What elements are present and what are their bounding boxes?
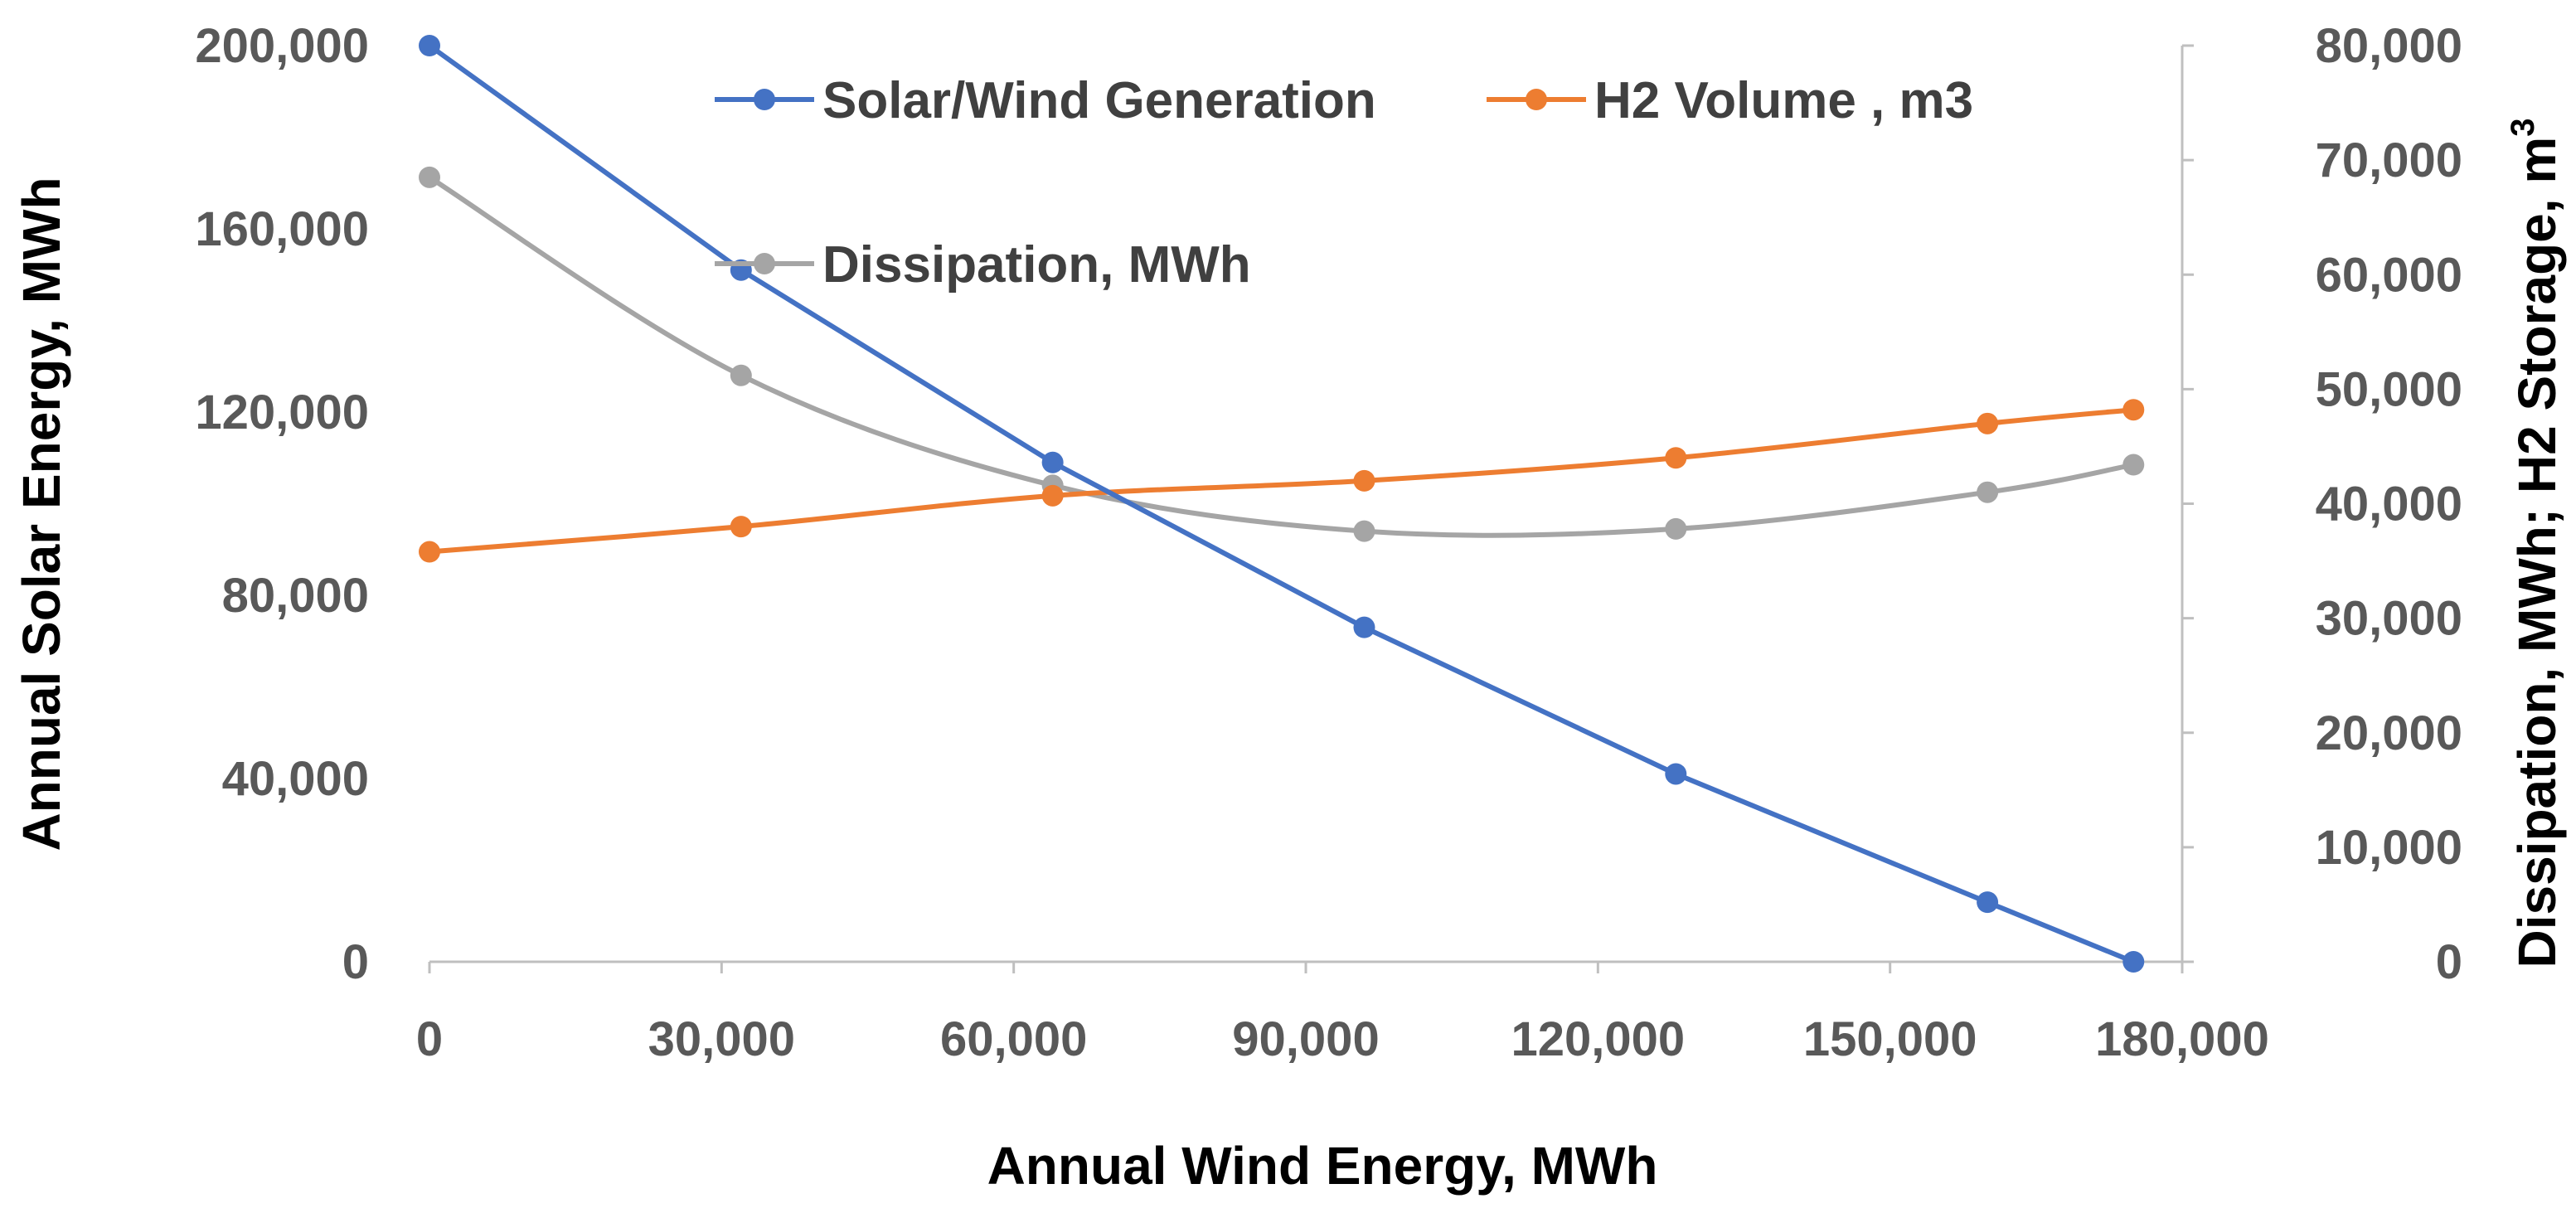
right-y-axis-title-text: Dissipation, MWh; H2 Storage, m: [2507, 137, 2567, 968]
data-point: [419, 541, 440, 563]
right-y-tick-label: 50,000: [2316, 362, 2462, 416]
x-axis-title: Annual Wind Energy, MWh: [987, 1136, 1658, 1196]
series-line: [428, 175, 2134, 538]
data-point: [1665, 763, 1687, 785]
left-y-tick-label: 80,000: [222, 569, 369, 623]
series-line: [428, 43, 2135, 964]
data-point: [1353, 616, 1375, 638]
data-point: [1041, 484, 1064, 507]
data-point: [419, 35, 440, 56]
x-tick-label: 0: [416, 1012, 443, 1066]
x-tick-label: 150,000: [1803, 1012, 1977, 1066]
legend: Solar/Wind Generation H2 Volume , m3 Dissi…: [715, 72, 1973, 294]
x-tick-label: 90,000: [1232, 1012, 1379, 1066]
data-point: [1353, 520, 1375, 542]
legend-label: Dissipation, MWh: [822, 236, 1251, 294]
right-y-axis-title-superscript: 3: [2505, 119, 2541, 137]
right-y-tick-label: 0: [2436, 935, 2462, 989]
x-tick-label: 60,000: [940, 1012, 1087, 1066]
right-y-tick-label: 30,000: [2316, 592, 2462, 646]
legend-label: H2 Volume , m3: [1594, 72, 1973, 129]
data-point: [1977, 412, 1999, 434]
right-y-tick-label: 40,000: [2316, 478, 2462, 531]
data-point: [730, 516, 752, 538]
right-y-axis-title: Dissipation, MWh; H2 Storage, m3: [2505, 119, 2567, 968]
right-y-tick-label: 60,000: [2316, 248, 2462, 302]
left-y-axis-ticks: 0 40,000 80,000 120,000 160,000 200,000: [195, 19, 369, 989]
series-0: [419, 35, 2145, 973]
data-point: [1665, 447, 1687, 469]
legend-entry: H2 Volume , m3: [1487, 72, 1973, 129]
x-axis-ticks: 0 30,000 60,000 90,000 120,000 150,000 180,000: [416, 962, 2269, 1066]
data-point: [2122, 399, 2145, 421]
left-y-tick-label: 40,000: [222, 752, 369, 806]
data-point: [1665, 517, 1687, 540]
data-point: [730, 364, 752, 386]
legend-entry: Solar/Wind Generation: [715, 72, 1376, 129]
data-point: [1977, 481, 1999, 503]
left-y-tick-label: 0: [342, 935, 369, 989]
left-y-axis-title: Annual Solar Energy, MWh: [12, 177, 71, 851]
series-line: [429, 407, 2134, 555]
left-y-tick-label: 160,000: [195, 202, 369, 256]
data-point: [1353, 469, 1375, 492]
right-y-tick-label: 10,000: [2316, 821, 2462, 875]
right-y-tick-label: 20,000: [2316, 706, 2462, 760]
left-y-tick-label: 200,000: [195, 19, 369, 73]
legend-label: Solar/Wind Generation: [822, 72, 1376, 129]
right-y-axis-ticks: 0 10,000 20,000 30,000 40,000 50,000 60,000 70,…: [2182, 19, 2462, 989]
legend-marker: [754, 253, 775, 274]
series-2: [419, 166, 2145, 542]
right-y-tick-label: 80,000: [2316, 19, 2462, 73]
legend-entry: Dissipation, MWh: [715, 236, 1251, 294]
data-point: [2122, 951, 2145, 973]
x-tick-label: 30,000: [648, 1012, 795, 1066]
series-1: [419, 399, 2145, 563]
legend-marker: [754, 89, 775, 110]
data-point: [419, 166, 440, 188]
series: [419, 35, 2145, 973]
legend-marker: [1526, 89, 1547, 110]
x-tick-label: 180,000: [2095, 1012, 2269, 1066]
right-y-tick-label: 70,000: [2316, 133, 2462, 187]
data-point: [2122, 454, 2145, 476]
data-point: [1041, 451, 1064, 473]
left-y-tick-label: 120,000: [195, 386, 369, 439]
data-point: [1977, 891, 1999, 914]
x-tick-label: 120,000: [1511, 1012, 1686, 1066]
